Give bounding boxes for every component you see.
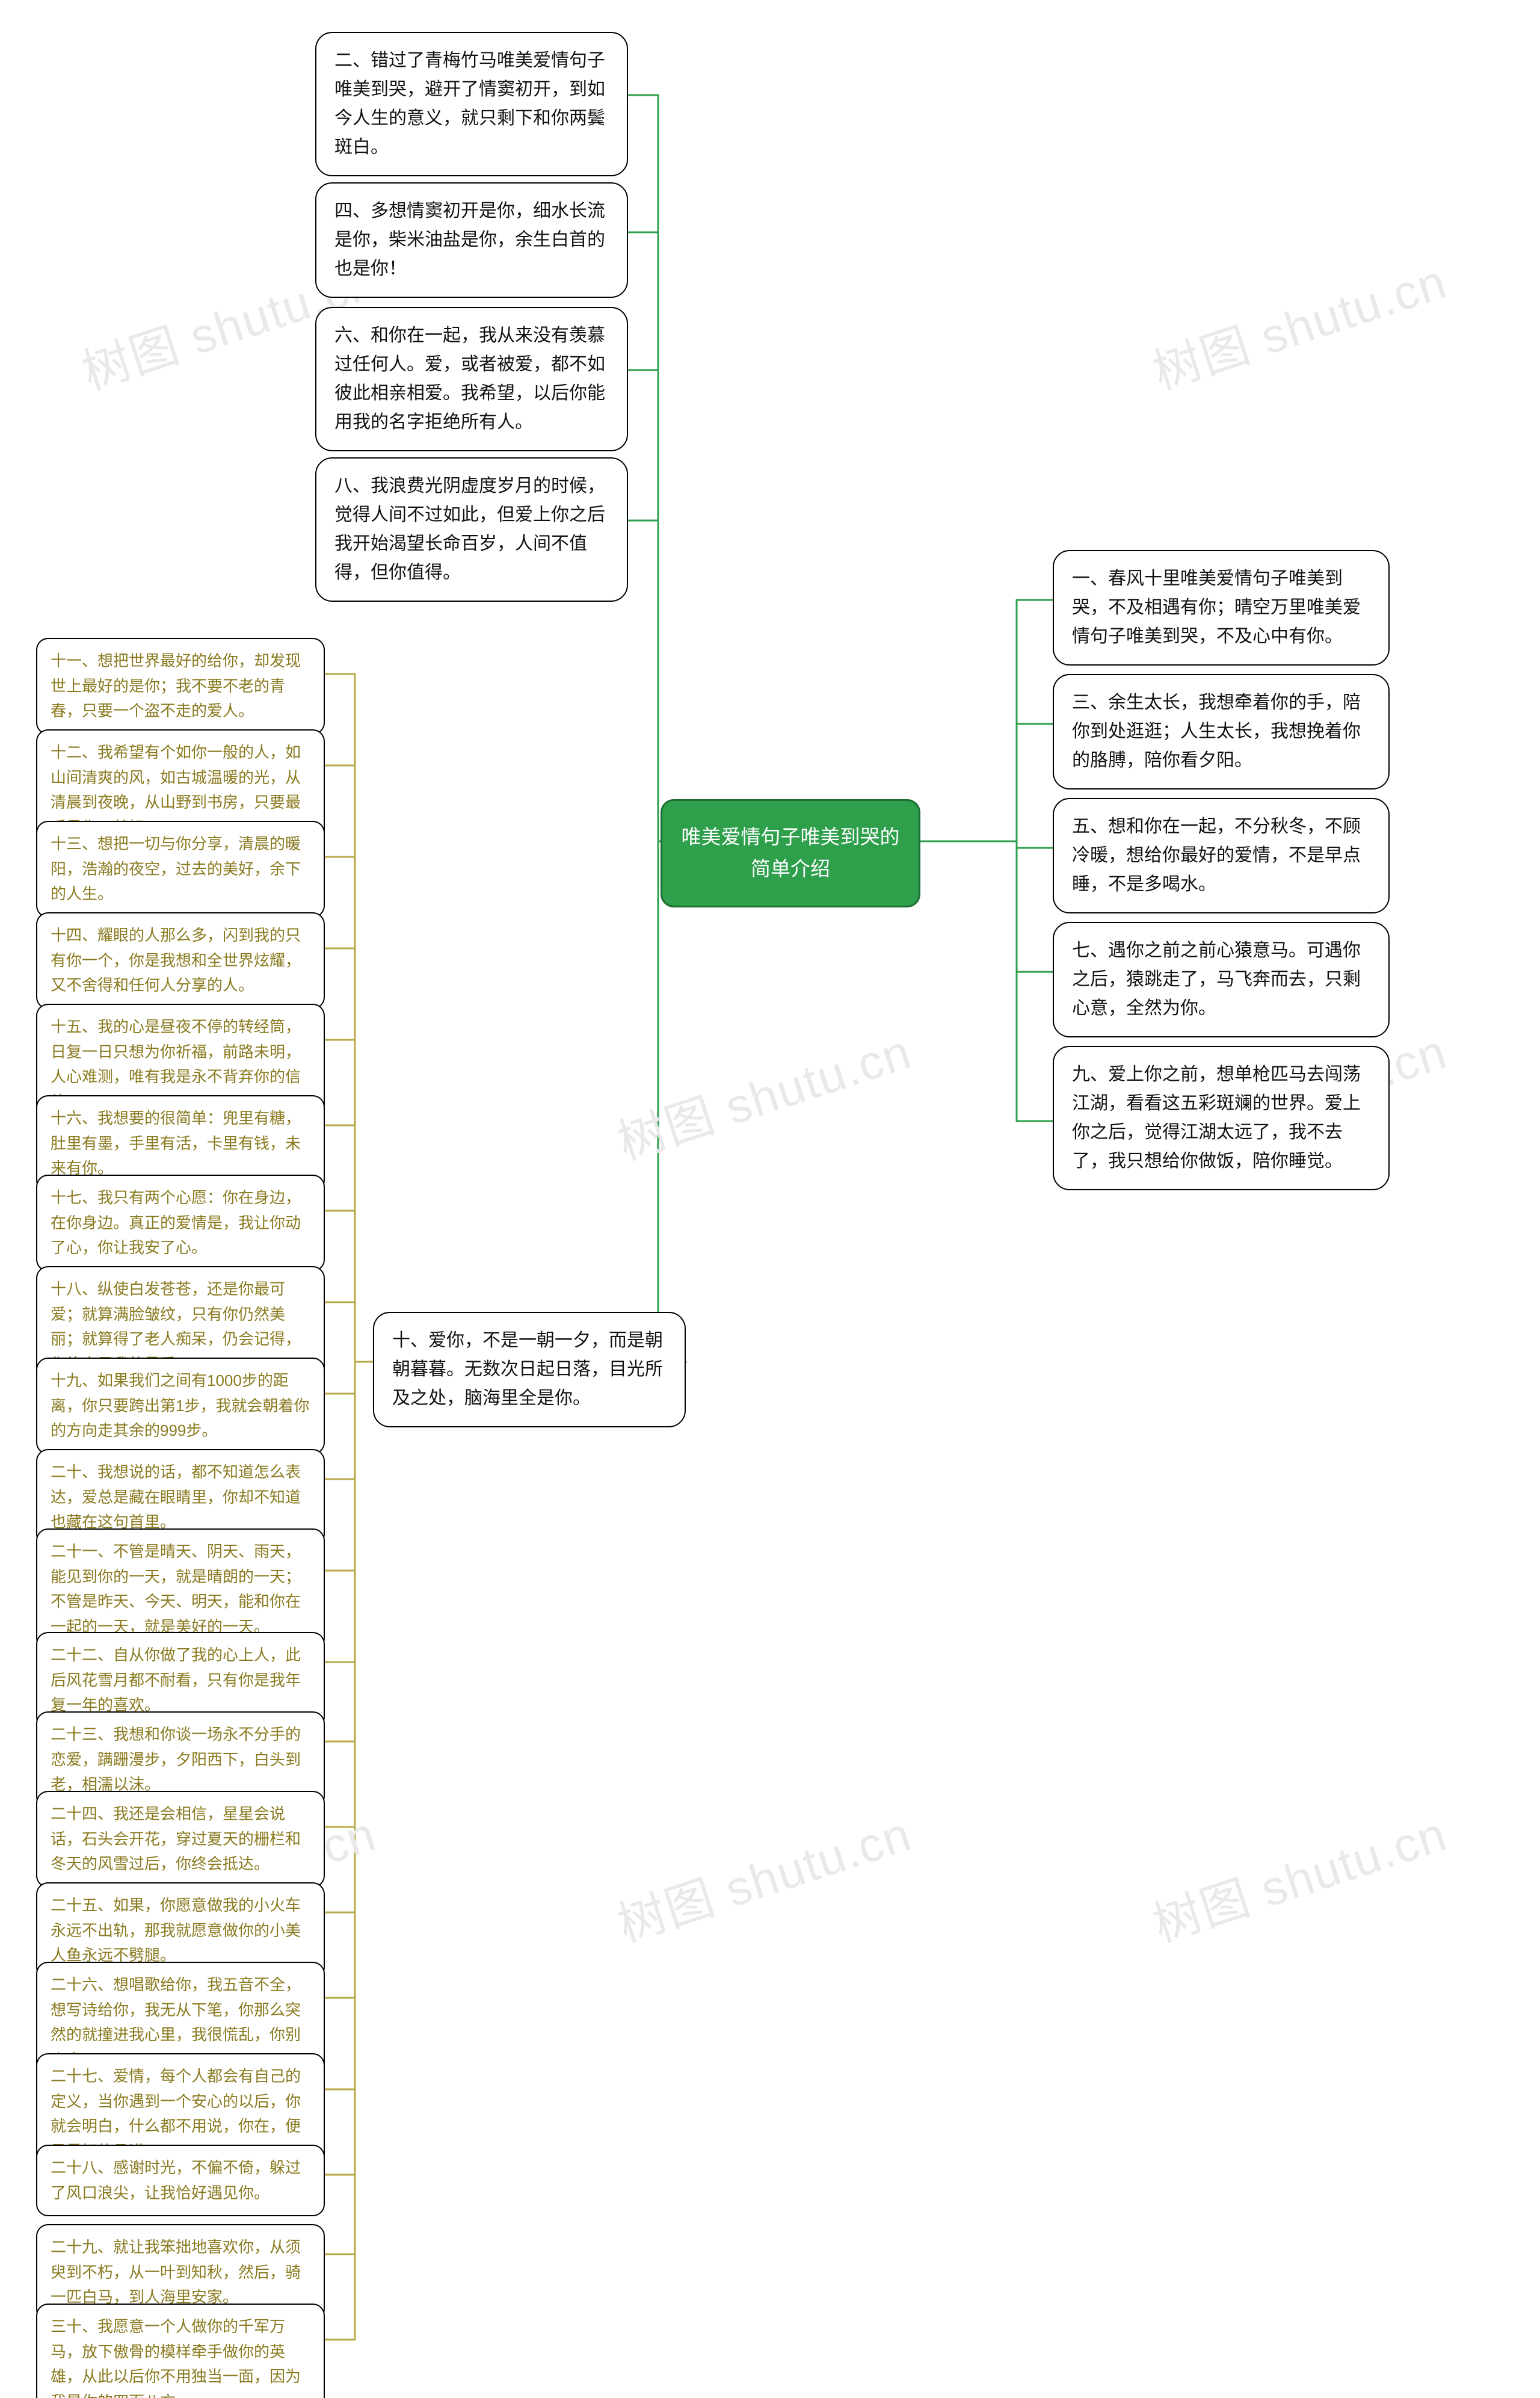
right-node: 九、爱上你之前，想单枪匹马去闯荡江湖，看看这五彩斑斓的世界。爱上你之后，觉得江湖… xyxy=(1053,1046,1390,1190)
left-node: 十九、如果我们之间有1000步的距离，你只要跨出第1步，我就会朝着你的方向走其余… xyxy=(36,1358,325,1454)
left-node: 三十、我愿意一个人做你的千军万马，放下傲骨的模样牵手做你的英雄，从此以后你不用独… xyxy=(36,2304,325,2398)
left-node: 十三、想把一切与你分享，清晨的暖阳，浩瀚的夜空，过去的美好，余下的人生。 xyxy=(36,821,325,918)
left-node: 十一、想把世界最好的给你，却发现世上最好的是你；我不要不老的青春，只要一个盗不走… xyxy=(36,638,325,735)
upper-node: 二、错过了青梅竹马唯美爱情句子唯美到哭，避开了情窦初开，到如今人生的意义，就只剩… xyxy=(315,32,628,176)
upper-node: 四、多想情窦初开是你，细水长流是你，柴米油盐是你，余生白首的也是你！ xyxy=(315,182,628,298)
watermark: 树图 shutu.cn xyxy=(608,1795,919,1956)
upper-node: 六、和你在一起，我从来没有羡慕过任何人。爱，或者被爱，都不如彼此相亲相爱。我希望… xyxy=(315,307,628,451)
right-node: 三、余生太长，我想牵着你的手，陪你到处逛逛；人生太长，我想挽着你的胳膊，陪你看夕… xyxy=(1053,674,1390,790)
right-node: 一、春风十里唯美爱情句子唯美到哭，不及相遇有你；晴空万里唯美爱情句子唯美到哭，不… xyxy=(1053,550,1390,666)
center-node: 唯美爱情句子唯美到哭的简单介绍 xyxy=(661,799,920,907)
mindmap-canvas: 树图 shutu.cn 树图 shutu.cn 树图 shutu.cn 树图 shut… xyxy=(0,0,1540,2398)
upper-node: 八、我浪费光阴虚度岁月的时候，觉得人间不过如此，但爱上你之后我开始渴望长命百岁，… xyxy=(315,457,628,602)
left-node: 十四、耀眼的人那么多，闪到我的只有你一个，你是我想和全世界炫耀，又不舍得和任何人… xyxy=(36,912,325,1009)
left-node: 二十四、我还是会相信，星星会说话，石头会开花，穿过夏天的栅栏和冬天的风雪过后，你… xyxy=(36,1791,325,1888)
right-node: 五、想和你在一起，不分秋冬，不顾冷暖，想给你最好的爱情，不是早点睡，不是多喝水。 xyxy=(1053,798,1390,913)
left-node: 二十八、感谢时光，不偏不倚，躲过了风口浪尖，让我恰好遇见你。 xyxy=(36,2145,325,2216)
watermark: 树图 shutu.cn xyxy=(608,1013,919,1173)
watermark: 树图 shutu.cn xyxy=(1143,243,1455,403)
node-ten: 十、爱你，不是一朝一夕，而是朝朝暮暮。无数次日起日落，目光所及之处，脑海里全是你… xyxy=(373,1312,686,1427)
watermark: 树图 shutu.cn xyxy=(1143,1795,1455,1956)
right-node: 七、遇你之前之前心猿意马。可遇你之后，猿跳走了，马飞奔而去，只剩心意，全然为你。 xyxy=(1053,922,1390,1037)
left-node: 十七、我只有两个心愿：你在身边，在你身边。真正的爱情是，我让你动了心，你让我安了… xyxy=(36,1175,325,1272)
